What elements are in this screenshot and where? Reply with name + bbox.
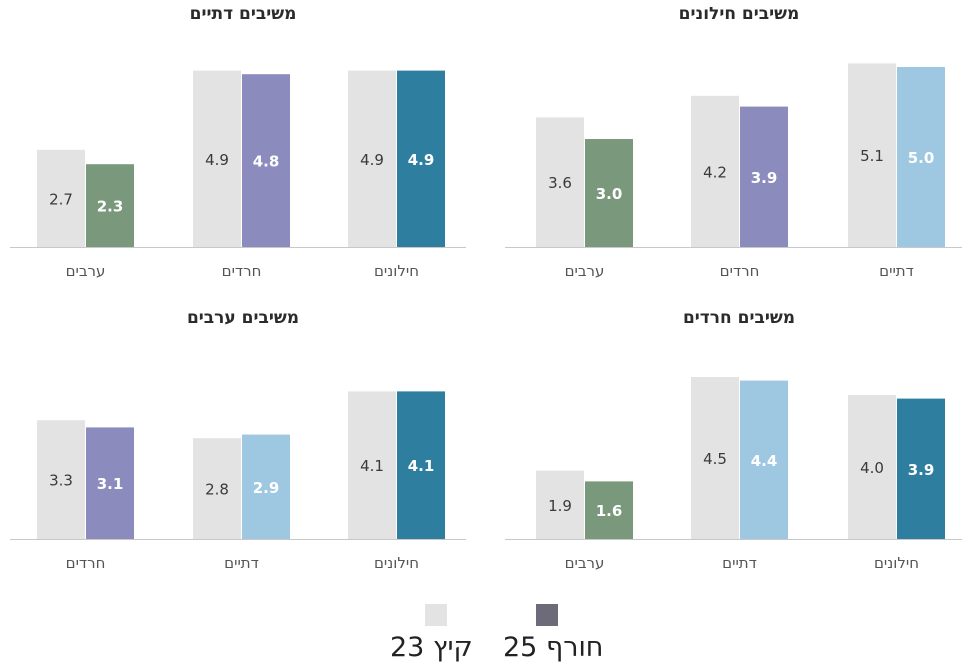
bar-winter <box>86 427 134 539</box>
legend-swatch-summer <box>425 604 447 626</box>
value-label-winter: 4.8 <box>253 153 280 171</box>
category-label: חילונים <box>374 554 419 572</box>
legend-swatch-winter <box>536 604 558 626</box>
chart-title: משיבים ערבים <box>187 308 299 328</box>
category-label: ערבים <box>565 554 605 572</box>
bar-summer <box>536 117 584 248</box>
value-label-summer: 4.2 <box>703 163 727 181</box>
value-label-summer: 3.3 <box>49 472 73 490</box>
value-label-summer: 2.8 <box>205 481 229 499</box>
bar-winter <box>740 380 788 539</box>
bar-summer <box>848 395 896 539</box>
value-label-winter: 2.9 <box>253 479 280 497</box>
value-label-winter: 3.0 <box>596 185 623 203</box>
category-label: חרדים <box>720 262 760 280</box>
value-label-summer: 4.0 <box>860 459 884 477</box>
value-label-summer: 5.1 <box>860 147 884 165</box>
bar-summer <box>536 470 584 539</box>
value-label-summer: 4.1 <box>360 457 384 475</box>
category-label: חילונים <box>374 262 419 280</box>
bar-summer <box>193 438 241 539</box>
chart-title: משיבים דתיים <box>190 4 297 24</box>
chart-title: משיבים חילונים <box>679 4 800 24</box>
category-label: חרדים <box>66 554 106 572</box>
value-label-summer: 4.5 <box>703 450 727 468</box>
value-label-winter: 4.1 <box>408 457 435 475</box>
category-label: חרדים <box>222 262 262 280</box>
bar-summer <box>691 377 739 539</box>
category-label: דתיים <box>722 554 757 572</box>
value-label-summer: 4.9 <box>205 151 229 169</box>
value-label-summer: 4.9 <box>360 151 384 169</box>
value-label-winter: 2.3 <box>97 198 124 216</box>
category-label: ערבים <box>565 262 605 280</box>
legend-label-summer: קיץ 23 <box>390 632 473 663</box>
bar-winter <box>397 70 445 247</box>
bar-summer <box>37 420 85 539</box>
value-label-winter: 3.9 <box>751 169 778 187</box>
bar-winter <box>585 481 633 539</box>
bar-winter <box>585 139 633 247</box>
bar-summer <box>691 95 739 247</box>
bar-summer <box>348 70 396 247</box>
category-label: חילונים <box>874 554 919 572</box>
bar-winter <box>397 391 445 539</box>
bar-summer <box>348 391 396 539</box>
value-label-winter: 3.9 <box>908 461 935 479</box>
bar-winter <box>242 74 290 247</box>
bar-winter <box>740 106 788 247</box>
value-label-winter: 4.9 <box>408 151 435 169</box>
chart-title: משיבים חרדים <box>683 308 795 328</box>
bar-summer <box>848 63 896 248</box>
value-label-winter: 5.0 <box>908 149 935 167</box>
legend-label-winter: חורף 25 <box>503 632 604 663</box>
value-label-summer: 3.6 <box>548 174 572 192</box>
category-label: דתיים <box>224 554 259 572</box>
value-label-winter: 3.1 <box>97 475 124 493</box>
value-label-summer: 2.7 <box>49 190 73 208</box>
category-label: דתיים <box>879 262 914 280</box>
bar-winter <box>897 67 945 247</box>
value-label-summer: 1.9 <box>548 497 572 515</box>
bar-winter <box>242 434 290 539</box>
bar-winter <box>86 164 134 247</box>
value-label-winter: 1.6 <box>596 502 623 520</box>
bar-summer <box>37 149 85 247</box>
value-label-winter: 4.4 <box>751 452 778 470</box>
bar-summer <box>193 70 241 247</box>
bar-winter <box>897 398 945 539</box>
category-label: ערבים <box>66 262 106 280</box>
